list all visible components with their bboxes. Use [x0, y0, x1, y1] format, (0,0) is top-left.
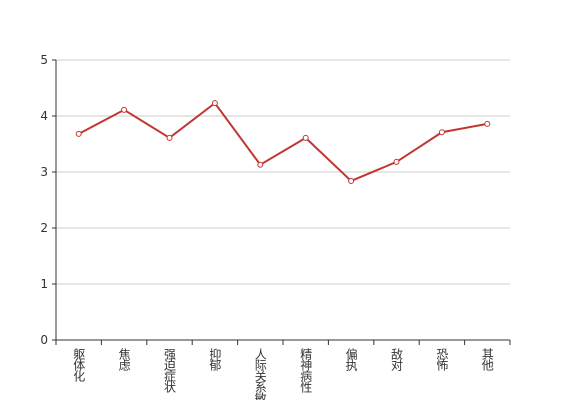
point: [121, 106, 128, 113]
y-tick-label: 2: [40, 221, 48, 235]
point: [438, 129, 445, 136]
point: [166, 134, 173, 141]
x-tick-label: 强迫症状: [163, 348, 177, 393]
line: [78, 101, 488, 183]
y-tick-label: 4: [40, 109, 48, 123]
y-tick-label: 0: [40, 333, 48, 347]
x-tick-label: 抑郁: [208, 347, 222, 372]
y-tick-label: 3: [40, 165, 48, 179]
x-tick-label: 人际关系敏感: [253, 348, 267, 400]
point: [257, 161, 264, 168]
x-tick-label: 恐怖: [435, 348, 449, 371]
y-tick-label: 1: [40, 277, 48, 291]
point: [211, 100, 218, 107]
x-tick-label: 焦虑: [117, 348, 131, 371]
point: [393, 158, 400, 165]
point: [348, 177, 355, 184]
x-tick-label: 躯体化: [72, 347, 86, 383]
point: [75, 130, 82, 137]
x-tick-label: 精神病性: [299, 348, 313, 394]
x-tick-label: 偏执: [344, 347, 358, 372]
x-tick-label: 敌对: [390, 347, 404, 371]
point: [302, 134, 309, 141]
y-tick-label: 5: [40, 53, 48, 67]
point: [484, 120, 491, 127]
x-tick-label: 其他: [480, 348, 494, 371]
